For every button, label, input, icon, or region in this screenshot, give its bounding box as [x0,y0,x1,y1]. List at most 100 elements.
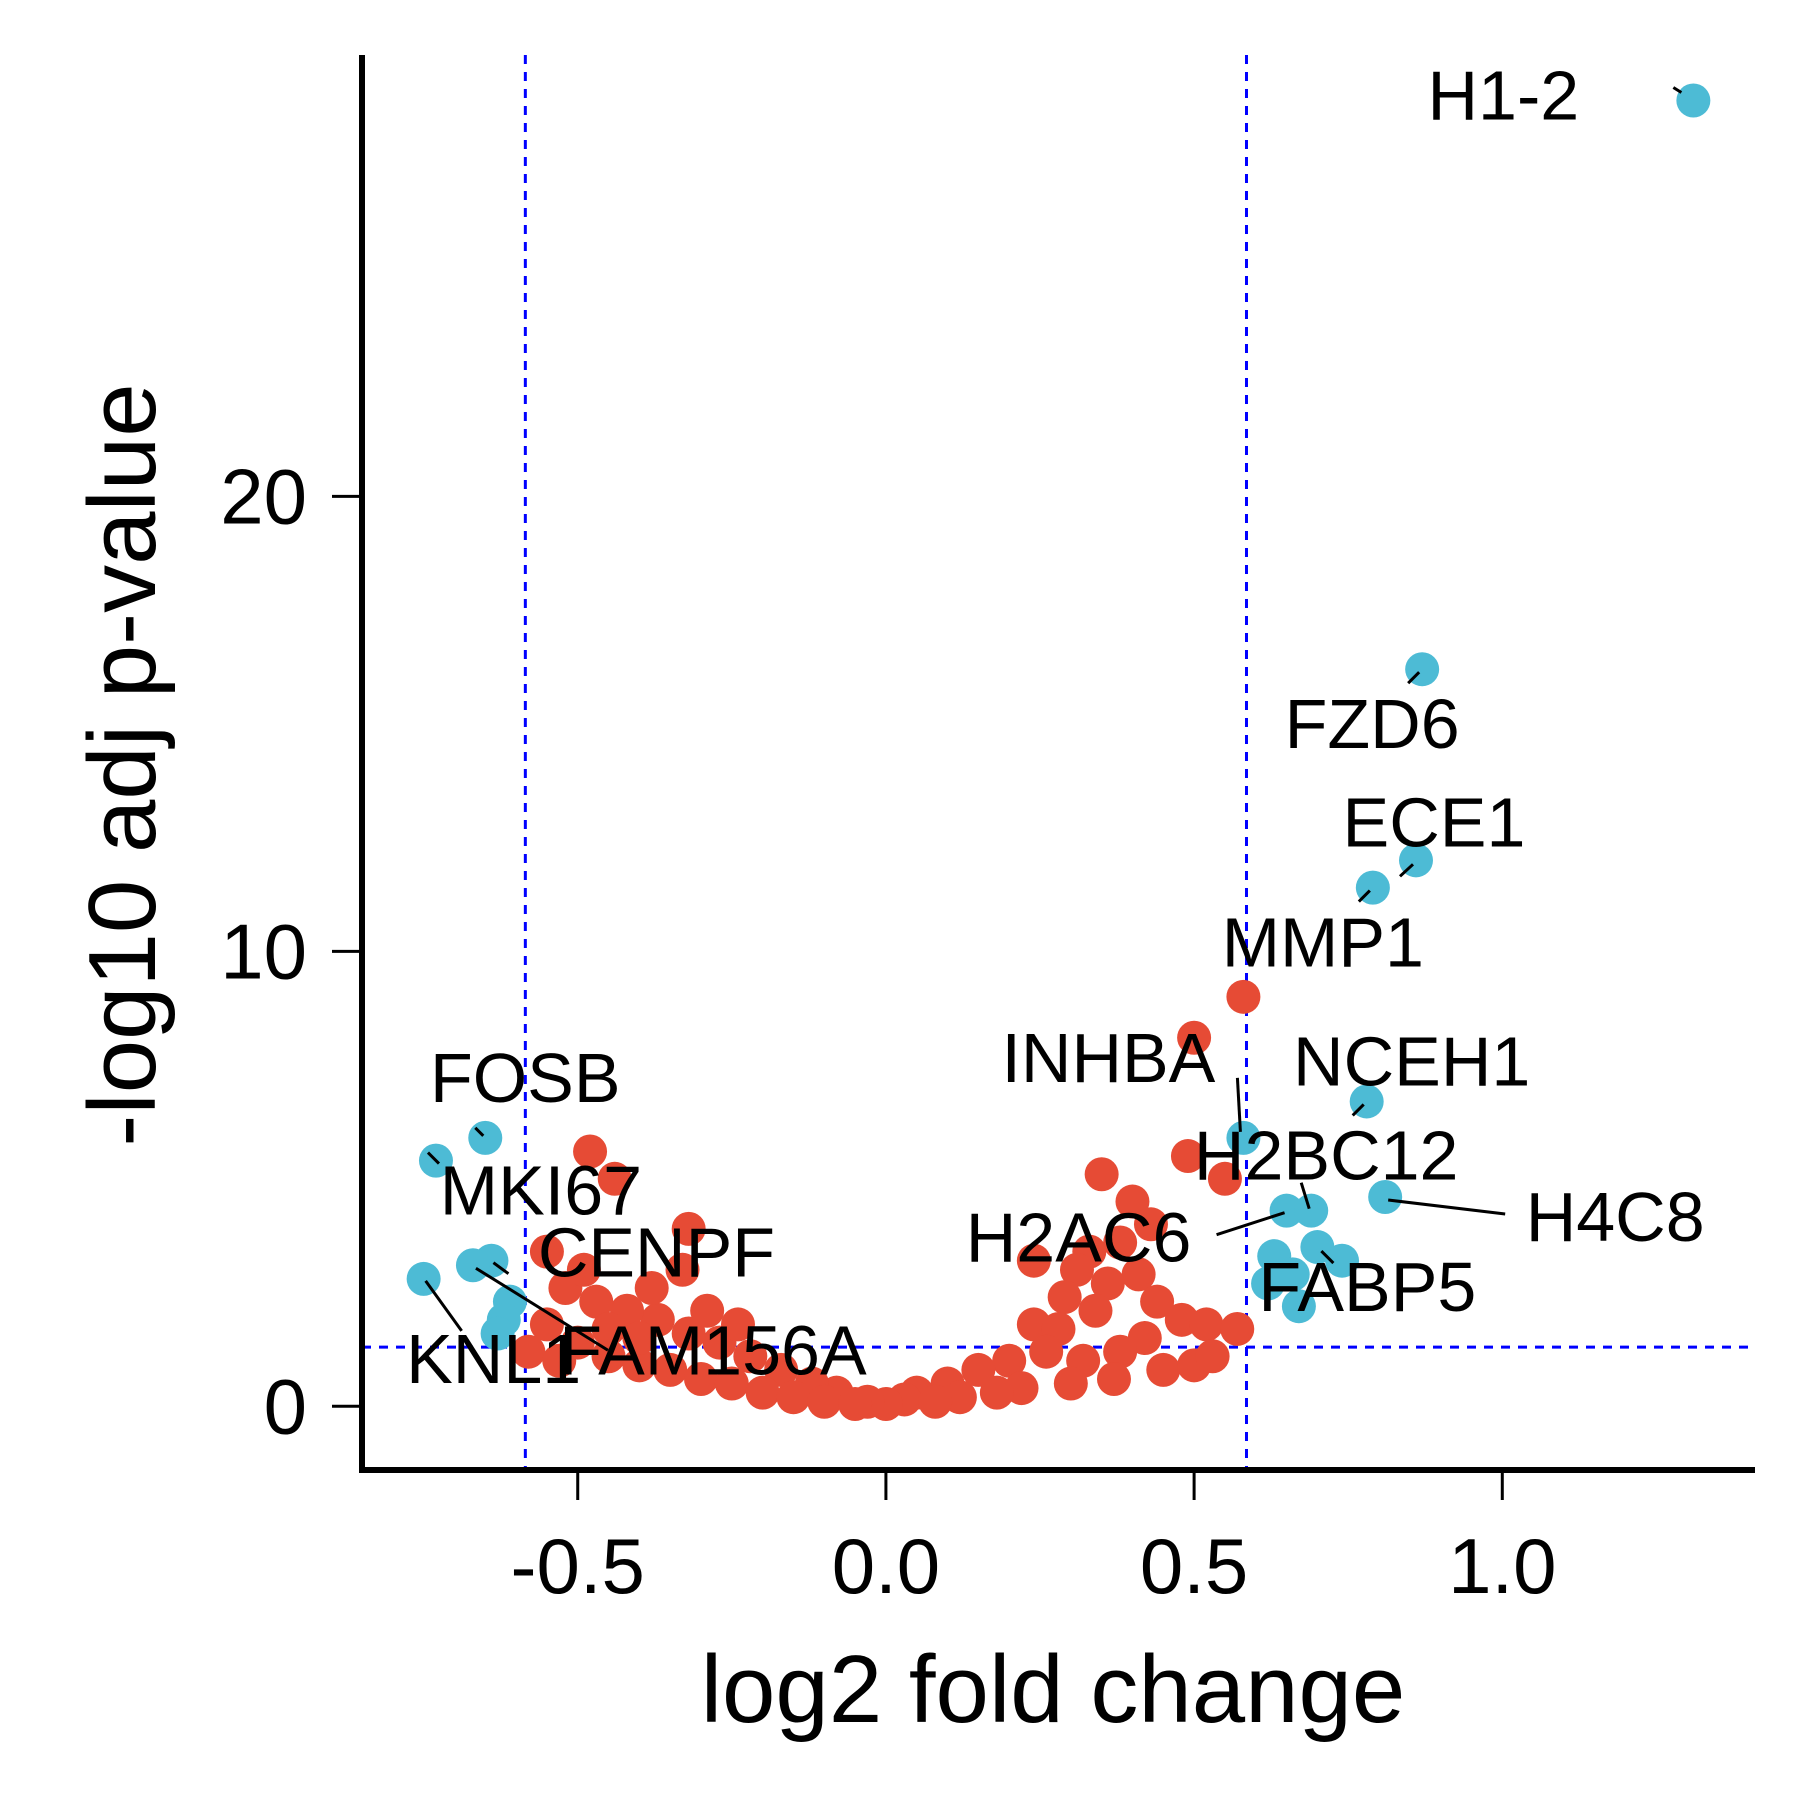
point-not-significant-12 [1090,1266,1125,1301]
leader-line-h2ac6 [1216,1211,1286,1237]
gene-label-fzd6: FZD6 [1285,685,1460,763]
x-tick-label-3: 1.0 [1448,1522,1556,1610]
point-not-significant-35 [733,1339,768,1374]
gene-label-mmp1: MMP1 [1222,904,1424,982]
y-axis-title: -log10 adj p-value [69,383,176,1146]
point-significant-5 [1368,1180,1403,1215]
point-not-significant-61 [591,1311,626,1346]
point-not-significant-65 [1146,1352,1181,1387]
leader-line-fosb [474,1126,485,1137]
point-significant-10 [1325,1243,1360,1278]
leader-line-h1-2 [1672,86,1683,94]
point-not-significant-67 [1195,1339,1230,1374]
gene-label-fam156a: FAM156A [559,1311,867,1389]
point-not-significant-46 [653,1352,688,1387]
point-significant-15 [468,1120,503,1155]
point-not-significant-22 [1103,1334,1138,1369]
point-significant-14 [1226,1120,1261,1155]
point-not-significant-64 [542,1343,577,1378]
x-tick-label-2: 0.5 [1140,1522,1248,1610]
leader-line-fabp5 [1320,1249,1335,1265]
point-not-significant-59 [690,1293,725,1328]
gene-label-h2ac6: H2AC6 [966,1199,1192,1277]
point-not-significant-57 [665,1252,700,1287]
y-tick-label-2: 20 [220,452,307,540]
point-not-significant-25 [992,1343,1027,1378]
point-not-significant-60 [720,1307,755,1342]
point-not-significant-51 [807,1384,842,1419]
point-not-significant-54 [671,1211,706,1246]
x-axis-ticks: -0.5 0.0 0.5 1.0 [511,1470,1557,1610]
point-not-significant-73 [918,1384,953,1419]
point-significant-18 [455,1248,490,1283]
point-not-significant-19 [1189,1307,1224,1342]
point-not-significant-63 [511,1334,546,1369]
leader-line-knl1 [424,1280,463,1332]
point-not-significant-58 [634,1271,669,1306]
leader-line-ece1 [1398,863,1415,878]
point-not-significant-71 [979,1375,1014,1410]
y-axis-ticks: 0 10 20 [220,452,362,1450]
leader-line-fam156a [475,1266,609,1352]
gene-label-fosb: FOSB [430,1039,621,1117]
point-not-significant-44 [591,1339,626,1374]
gene-label-h1-2: H1-2 [1427,56,1579,134]
leader-line-fzd6 [1407,671,1421,685]
point-not-significant-62 [622,1321,657,1356]
point-not-significant-2 [1170,1139,1205,1174]
leader-line-cenpf [492,1261,510,1275]
point-not-significant-3 [1207,1161,1242,1196]
label-leader-lines [424,86,1683,1352]
gene-label-inhba: INHBA [1001,1019,1215,1097]
point-not-significant-55 [529,1234,564,1269]
point-not-significant-0 [1226,979,1261,1014]
point-not-significant-14 [1140,1284,1175,1319]
point-not-significant-11 [1121,1257,1156,1292]
x-tick-label-1: 0.0 [832,1522,940,1610]
point-not-significant-40 [579,1284,614,1319]
point-significant-13 [1281,1289,1316,1324]
point-not-significant-9 [1016,1243,1051,1278]
point-significant-19 [406,1261,441,1296]
threshold-lines [362,55,1755,1470]
axes [359,55,1755,1473]
point-not-significant-6 [1133,1207,1168,1242]
gene-label-mki67: MKI67 [440,1152,642,1230]
point-not-significant-49 [745,1375,780,1410]
point-not-significant-13 [1047,1280,1082,1315]
point-not-significant-52 [573,1134,608,1169]
leader-line-mki67 [426,1151,441,1165]
point-not-significant-15 [1078,1293,1113,1328]
point-not-significant-48 [714,1366,749,1401]
gene-label-knl1: KNL1 [406,1320,581,1398]
leader-line-h2bc12 [1299,1182,1311,1210]
point-not-significant-20 [1220,1311,1255,1346]
point-not-significant-37 [671,1316,706,1351]
gene-label-fabp5: FABP5 [1258,1248,1476,1326]
point-not-significant-5 [1115,1184,1150,1219]
point-not-significant-1 [1177,1020,1212,1055]
gene-label-h2bc12: H2BC12 [1194,1117,1459,1195]
point-significant-6 [1269,1193,1304,1228]
leader-line-mmp1 [1357,889,1371,903]
point-not-significant-68 [1096,1362,1131,1397]
point-not-significant-74 [838,1387,873,1422]
leader-line-h4c8 [1387,1198,1506,1216]
gene-labels: H1-2 FZD6 ECE1 MMP1 NCEH1 INHBA H2BC12 H4C8 H2AC… [406,56,1705,1397]
point-not-significant-45 [622,1348,657,1383]
x-tick-label-0: -0.5 [511,1522,645,1610]
point-not-significant-34 [764,1352,799,1387]
gene-label-cenpf: CENPF [538,1214,775,1292]
leader-line-inhba [1235,1077,1242,1132]
y-tick-label-0: 0 [264,1362,307,1450]
y-tick-label-1: 10 [220,907,307,995]
point-not-significant-26 [961,1352,996,1387]
point-not-significant-4 [1084,1157,1119,1192]
point-significant-22 [480,1316,515,1351]
gene-label-ece1: ECE1 [1343,783,1526,861]
point-not-significant-7 [1103,1225,1138,1260]
x-axis-title: log2 fold change [701,1636,1406,1743]
point-not-significant-56 [566,1252,601,1287]
point-not-significant-50 [776,1380,811,1415]
